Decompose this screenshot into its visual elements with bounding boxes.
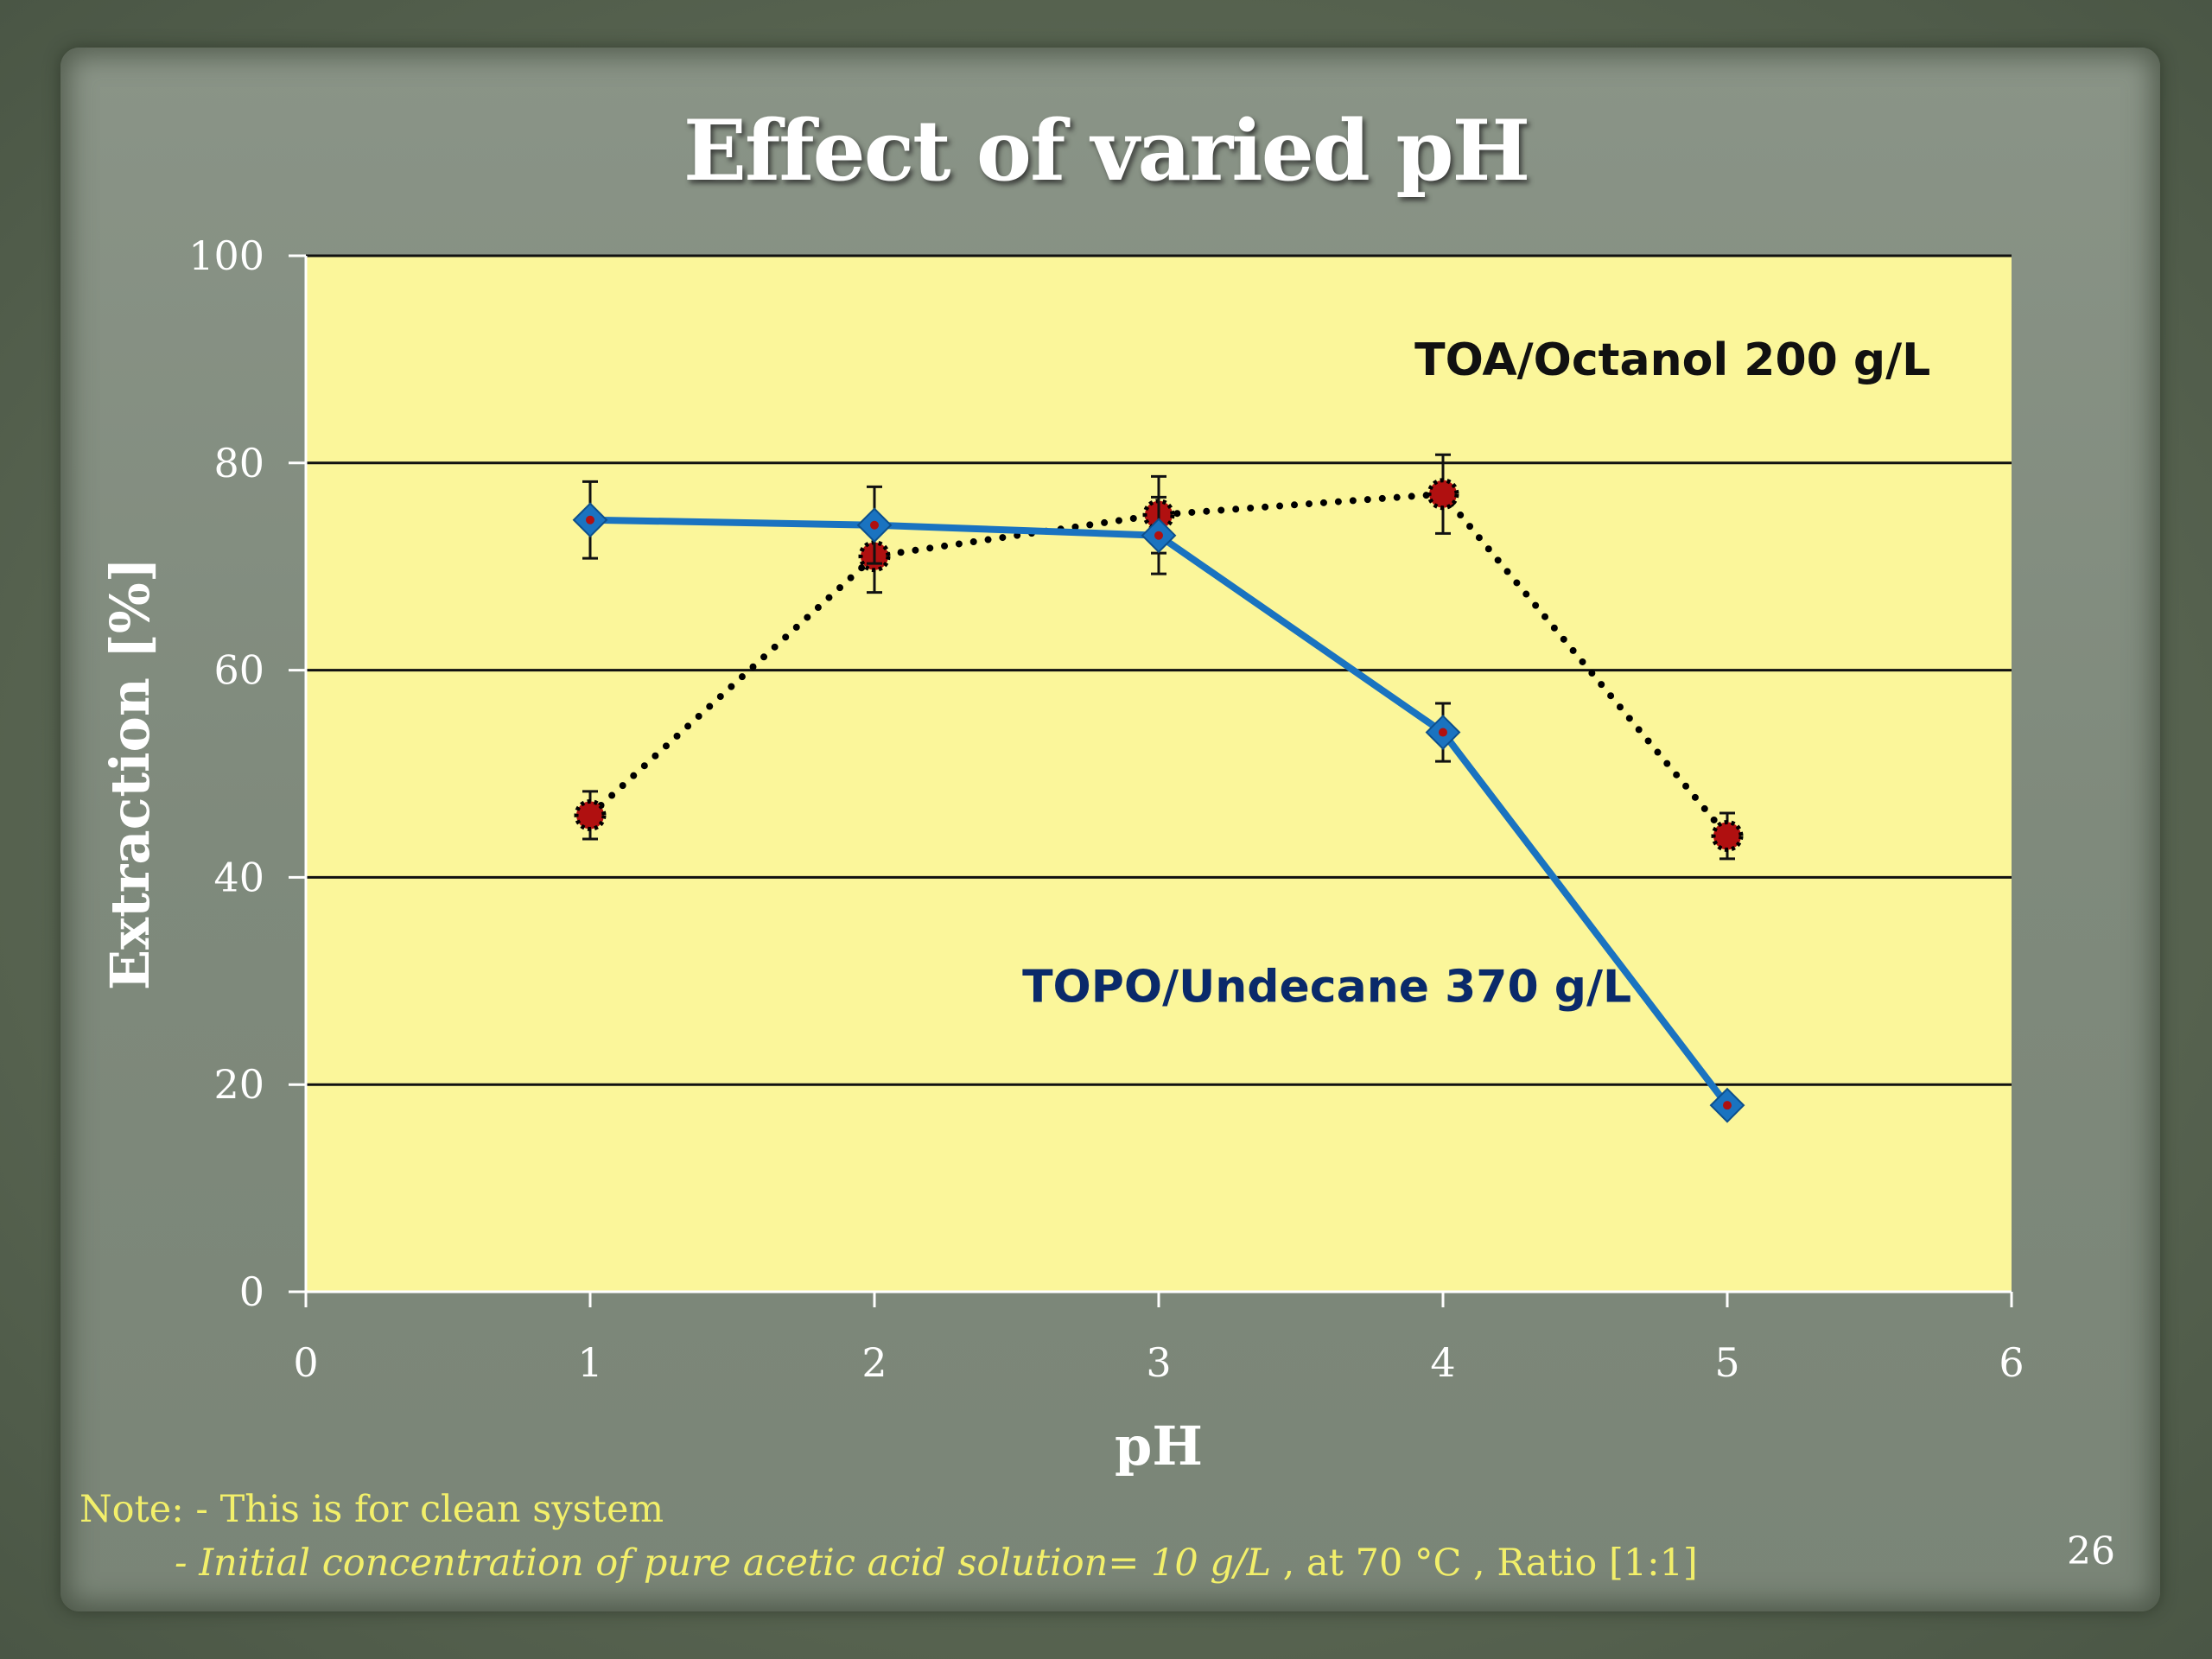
y-tick-label-0: 0 <box>239 1268 264 1315</box>
x-tick-label-3: 3 <box>1146 1339 1171 1386</box>
data-point-topo-center <box>1439 728 1447 737</box>
x-axis-title: pH <box>1115 1414 1203 1478</box>
data-point-topo-center <box>1154 531 1163 540</box>
gridlines <box>306 254 2012 1086</box>
y-tick-label-60: 60 <box>213 647 264 694</box>
series-topo-undecane <box>572 480 1745 1123</box>
series-layer <box>572 453 1745 1123</box>
annotation-toa-octanol: TOA/Octanol 200 g/L <box>1414 334 1930 386</box>
data-point-toa <box>1427 478 1459 511</box>
y-tick-label-40: 40 <box>213 854 264 900</box>
plot-area <box>306 256 2012 1292</box>
note-line-2: - Initial concentration of pure acetic a… <box>79 1536 1698 1590</box>
y-tick-label-20: 20 <box>213 1061 264 1108</box>
x-tick-label-0: 0 <box>293 1339 318 1386</box>
x-tick-label-6: 6 <box>1999 1339 2024 1386</box>
data-point-topo-center <box>1723 1101 1732 1110</box>
annotation-topo-undecane: TOPO/Undecane 370 g/L <box>1022 961 1631 1013</box>
note-block: Note: - This is for clean system - Initi… <box>79 1483 1698 1590</box>
note-line-2-rest: , at 70 °C , Ratio [1:1] <box>1271 1541 1698 1585</box>
data-point-topo-center <box>870 520 879 530</box>
y-tick-label-100: 100 <box>188 232 264 279</box>
line-toa-octanol <box>587 490 1731 840</box>
x-tick-label-5: 5 <box>1714 1339 1739 1386</box>
data-point-topo-center <box>586 515 594 524</box>
data-point-toa <box>574 798 607 831</box>
y-axis-title: Extraction [%] <box>99 557 162 990</box>
x-tick-label-4: 4 <box>1430 1339 1455 1386</box>
y-tick-label-80: 80 <box>213 440 264 486</box>
x-tick-label-1: 1 <box>577 1339 602 1386</box>
slide-title: Effect of varied pH <box>683 102 1530 200</box>
axes: 0 20 40 60 80 100 0 1 2 3 4 5 6 <box>188 232 2024 1386</box>
note-line-1: Note: - This is for clean system <box>79 1488 664 1531</box>
data-point-toa <box>1711 819 1744 852</box>
note-line-2-italic: - Initial concentration of pure acetic a… <box>175 1541 1272 1585</box>
page-number: 26 <box>2067 1529 2115 1573</box>
x-tick-label-2: 2 <box>861 1339 887 1386</box>
